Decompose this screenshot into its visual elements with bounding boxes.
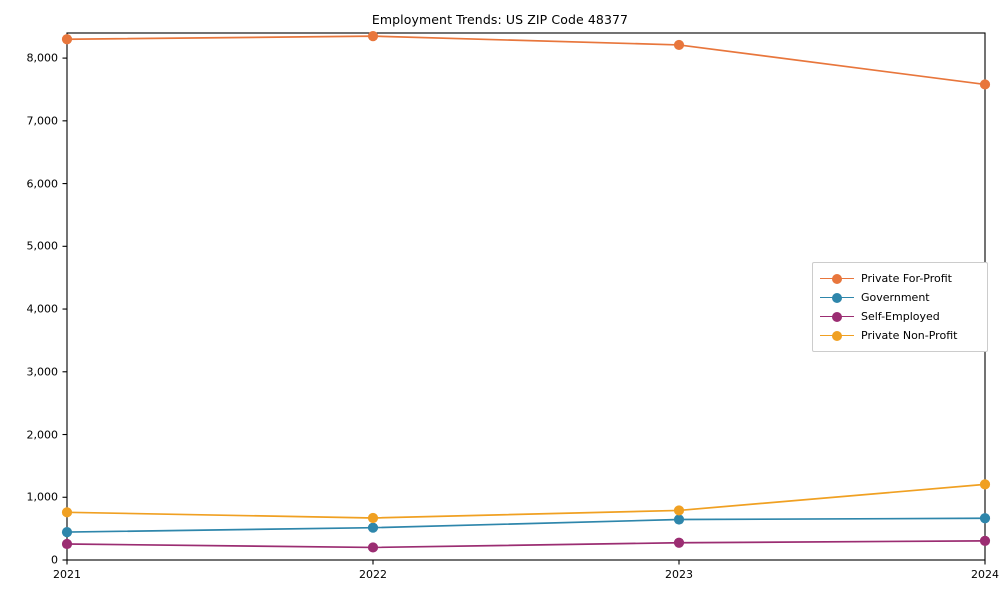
x-axis-tick-label: 2022 (359, 568, 387, 581)
data-point-marker (367, 31, 379, 42)
legend-dot-icon (832, 311, 842, 322)
legend-item[interactable]: Government (820, 288, 980, 307)
y-axis-tick-label: 4,000 (26, 302, 59, 316)
series-line (66, 540, 986, 549)
data-series (61, 513, 991, 538)
x-axis-tick-label: 2024 (971, 568, 999, 581)
data-point-marker (979, 535, 991, 546)
chart-title: Employment Trends: US ZIP Code 48377 (371, 12, 629, 27)
legend-label: Private Non-Profit (861, 329, 958, 342)
data-point-marker (61, 507, 73, 518)
y-axis-tick-label: 1,000 (26, 490, 59, 504)
data-point-marker (367, 522, 379, 533)
chart-legend: Private For-Profit Government Self-Employe… (812, 262, 988, 352)
y-axis-tick-label: 0 (51, 553, 58, 567)
legend-marker-icon (820, 329, 854, 343)
data-point-marker (61, 34, 73, 45)
y-axis-tick-label: 7,000 (26, 114, 59, 128)
data-point-marker (367, 512, 379, 524)
y-axis-tick-label: 6,000 (26, 177, 59, 191)
data-series (61, 535, 991, 553)
legend-label: Private For-Profit (861, 272, 952, 285)
data-point-marker (61, 526, 73, 538)
y-axis-tick-label: 3,000 (26, 365, 59, 379)
legend-marker-icon (820, 272, 854, 286)
legend-dot-icon (832, 330, 842, 341)
y-axis-tick-label: 8,000 (26, 51, 59, 65)
data-point-marker (673, 514, 685, 525)
legend-label: Government (861, 291, 930, 304)
y-axis-tick-label: 2,000 (26, 428, 59, 442)
legend-marker-icon (820, 310, 854, 324)
legend-label: Self-Employed (861, 310, 940, 323)
data-series (61, 479, 991, 524)
legend-item[interactable]: Private For-Profit (820, 269, 980, 288)
legend-dot-icon (832, 292, 842, 303)
data-series (61, 31, 991, 90)
x-axis-tick-label: 2021 (53, 568, 81, 581)
x-axis-tick-label: 2023 (665, 568, 693, 581)
legend-marker-icon (820, 291, 854, 305)
data-point-marker (673, 39, 685, 51)
data-point-marker (367, 542, 379, 553)
series-line (66, 517, 986, 533)
data-point-marker (61, 538, 73, 550)
data-point-marker (979, 513, 991, 524)
legend-item[interactable]: Private Non-Profit (820, 326, 980, 345)
data-point-marker (673, 537, 685, 548)
data-point-marker (979, 79, 991, 90)
series-line (66, 483, 986, 519)
data-point-marker (979, 479, 991, 490)
y-axis-tick-label: 5,000 (26, 239, 59, 253)
legend-dot-icon (832, 273, 842, 284)
series-line (66, 35, 986, 86)
data-point-marker (673, 505, 685, 516)
legend-item[interactable]: Self-Employed (820, 307, 980, 326)
